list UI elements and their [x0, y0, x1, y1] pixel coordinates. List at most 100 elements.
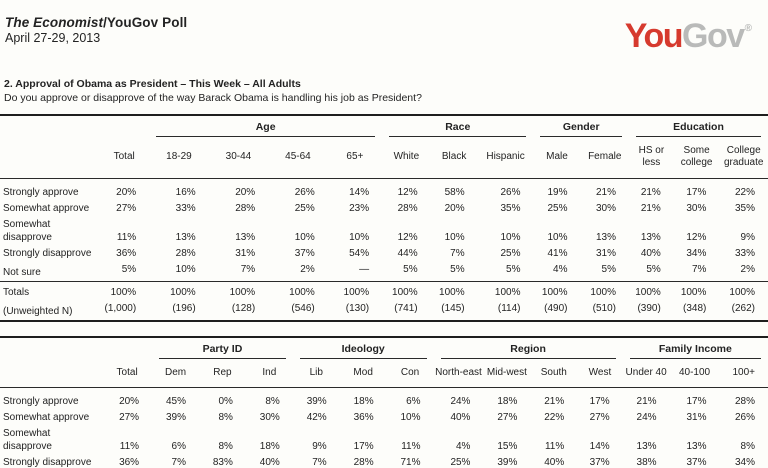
value-cell: (1,000) — [104, 302, 137, 314]
value-cell: (128) — [231, 302, 256, 314]
value-cell: 17% — [353, 441, 374, 453]
value-cell: 42% — [306, 412, 327, 424]
value-cell: 31% — [235, 247, 256, 259]
value-cell: 2% — [300, 263, 315, 275]
value-cell: 0% — [218, 396, 233, 408]
value-cell: 10% — [500, 231, 521, 243]
value-cell: 11% — [116, 231, 137, 243]
value-cell: 6% — [406, 396, 421, 408]
column-header: 65+ — [327, 137, 383, 179]
value-cell: 30% — [595, 202, 616, 214]
value-cell: 24% — [636, 412, 657, 424]
poll-title-yougov: /YouGov Poll — [103, 15, 188, 30]
corner-cell — [0, 337, 102, 359]
approval-by-politics-table: Party ID Ideology Region Family Income Total… — [0, 335, 768, 468]
value-cell: (114) — [497, 302, 521, 314]
row-label: Strongly disapprove — [3, 457, 92, 468]
row-label: (Unweighted N) — [3, 306, 73, 318]
column-header: Under 40 — [622, 358, 670, 389]
value-cell: 83% — [212, 457, 233, 468]
value-cell: 100% — [149, 280, 209, 301]
value-cell: (262) — [731, 302, 755, 314]
value-cell: 11% — [544, 441, 565, 453]
column-header: North-east — [433, 358, 484, 389]
value-cell: 100% — [382, 280, 431, 301]
value-cell: 41% — [547, 247, 568, 259]
table-row: Somewhat disapprove 11% 6% 8% 18% 9% 17% 11% 4% 1… — [0, 426, 768, 455]
value-cell: (130) — [345, 302, 370, 314]
value-cell: 28% — [397, 202, 418, 214]
value-cell: (390) — [637, 302, 661, 314]
value-cell: 34% — [734, 457, 755, 468]
value-cell: 20% — [235, 186, 256, 198]
group-header: Region — [434, 337, 623, 359]
value-cell: 36% — [116, 247, 137, 259]
value-cell: 7% — [691, 263, 707, 275]
politics-table-host: Party ID Ideology Region Family Income Total… — [0, 335, 768, 468]
value-cell: 25% — [547, 202, 568, 214]
approval-by-demographics-table: Age Race Gender Education Total 18-29 30-44 45-… — [0, 114, 768, 322]
value-cell: 100% — [327, 280, 383, 301]
value-cell: 21% — [595, 186, 616, 198]
column-header: 40-100 — [669, 358, 720, 389]
column-header: 30-44 — [208, 137, 269, 179]
column-header: Dem — [152, 358, 199, 389]
value-cell: 27% — [116, 202, 137, 214]
value-cell: 21% — [640, 186, 661, 198]
column-header: West — [577, 358, 623, 389]
value-cell: 35% — [500, 202, 521, 214]
value-cell: 18% — [259, 441, 280, 453]
group-header: Family Income — [623, 337, 768, 359]
registered-trademark-icon: ® — [744, 23, 752, 34]
column-header: Female — [580, 137, 629, 179]
value-cell: 28% — [734, 396, 755, 408]
value-cell: 27% — [497, 412, 518, 424]
value-cell: 8% — [265, 396, 280, 408]
column-header: Mod — [339, 358, 387, 389]
value-cell: 10% — [294, 231, 315, 243]
value-cell: 33% — [175, 202, 196, 214]
table-row: Strongly disapprove 36% 28% 31% 37% 54% 44% 7% 2… — [0, 245, 768, 261]
value-cell: 36% — [353, 412, 374, 424]
value-cell: 37% — [294, 247, 315, 259]
value-cell: 13% — [640, 231, 661, 243]
table-row: Strongly disapprove 36% 7% 83% 40% 7% 28% 71% 25… — [0, 455, 768, 468]
value-cell: 6% — [171, 441, 186, 453]
column-header: Total — [99, 137, 150, 179]
value-cell: 12% — [686, 231, 707, 243]
group-header: Race — [382, 115, 533, 137]
value-cell: 18% — [497, 396, 518, 408]
value-cell: 7% — [312, 457, 327, 468]
value-cell: 27% — [119, 412, 140, 424]
value-cell: 26% — [734, 412, 755, 424]
table-row: Somewhat approve 27% 39% 8% 30% 42% 36% 10% 40% 2… — [0, 410, 768, 426]
yougov-logo-you: You — [624, 17, 684, 55]
column-header: 100+ — [719, 358, 768, 389]
poll-title: The Economist/YouGov Poll — [5, 15, 187, 30]
value-cell: 14% — [589, 441, 610, 453]
value-cell: 10% — [349, 231, 370, 243]
value-cell: 17% — [686, 186, 707, 198]
value-cell: 17% — [686, 396, 707, 408]
value-cell: (196) — [172, 302, 196, 314]
value-cell: 33% — [734, 247, 755, 259]
value-cell: (741) — [394, 302, 418, 314]
column-header: Con — [386, 358, 434, 389]
value-cell: 20% — [119, 396, 140, 408]
poll-date: April 27-29, 2013 — [5, 31, 101, 45]
row-label-header — [0, 137, 100, 179]
column-header: Hispanic — [477, 137, 534, 179]
value-cell: 5% — [450, 263, 465, 275]
table-row: Strongly approve 20% 45% 0% 8% 39% 18% 6% 24% 18%… — [0, 388, 768, 410]
value-cell: 13% — [595, 231, 616, 243]
column-header: Black — [430, 137, 478, 179]
value-cell: 8% — [218, 412, 233, 424]
value-cell: 22% — [734, 186, 755, 198]
value-cell: 11% — [119, 441, 140, 453]
value-cell: 71% — [400, 457, 421, 468]
value-cell: 28% — [235, 202, 256, 214]
group-header: Gender — [533, 115, 629, 137]
value-cell: 25% — [500, 247, 521, 259]
table-row: Strongly approve 20% 16% 20% 26% 14% 12% 58% 26%… — [0, 178, 768, 200]
value-cell: 23% — [349, 202, 370, 214]
